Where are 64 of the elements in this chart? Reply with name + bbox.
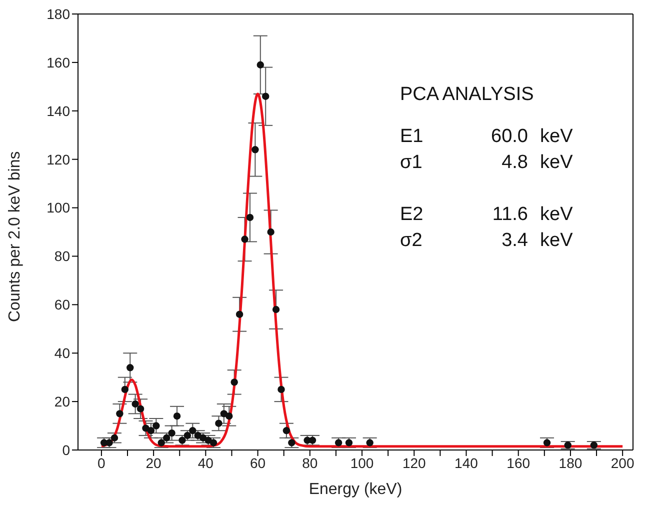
point [267,228,274,236]
point [590,442,598,449]
point [158,439,165,446]
text: σ1 4.8 keV [400,152,573,173]
point [136,405,144,412]
point [345,439,353,446]
x-tick-label: 140 [454,454,478,471]
point [121,386,128,394]
point [215,420,222,427]
y-tick-label: 40 [54,345,70,362]
point [366,439,374,446]
point [147,427,155,434]
x-tick-label: 100 [350,454,374,471]
y-tick-label: 120 [46,151,70,168]
point [334,439,342,446]
x-axis-title: Energy (keV) [308,481,402,498]
annotation: PCA ANALYSIS [400,83,535,107]
point [282,427,290,434]
point [116,410,124,418]
y-tick-label: 180 [46,6,70,22]
point [168,429,176,437]
point [246,214,254,222]
y-tick-label: 160 [46,54,70,70]
x-tick-label: 200 [610,454,634,471]
x-tick-label: 180 [558,454,582,471]
point [152,422,160,430]
point [272,306,280,314]
text: σ2 3.4 keV [400,230,573,251]
text: E1 60.0 keV [400,126,573,147]
point [199,434,207,442]
point [543,439,551,446]
x-tick-label: 160 [506,454,530,471]
y-tick-label: 100 [46,200,70,216]
point [278,386,285,394]
x-tick-label: 40 [198,454,214,471]
x-tick-label: 80 [302,454,318,471]
x-tick-label: 20 [146,454,162,471]
x-tick-label: 0 [98,454,106,471]
point [262,92,270,100]
point [132,400,139,408]
y-axis-title: Counts per 2.0 keV bins [6,151,24,322]
point [256,61,264,68]
point [210,439,218,446]
y-tick-label: 0 [62,442,70,458]
point [126,364,134,372]
point [162,434,170,442]
text: E2 11.6 keV [400,204,573,225]
point [241,236,248,243]
y-tick-label: 60 [54,296,70,313]
x-tick-label: 60 [250,454,266,471]
point [252,146,259,154]
point [236,310,244,318]
point [564,442,572,449]
point [173,412,181,420]
point [184,432,192,440]
y-tick-label: 140 [46,102,70,119]
point [226,412,233,420]
point [230,378,238,386]
y-tick-label: 80 [54,248,70,264]
point [110,434,118,442]
y-tick-label: 20 [54,394,70,410]
point [178,436,186,444]
point [189,427,196,434]
x-tick-label: 120 [402,454,426,471]
